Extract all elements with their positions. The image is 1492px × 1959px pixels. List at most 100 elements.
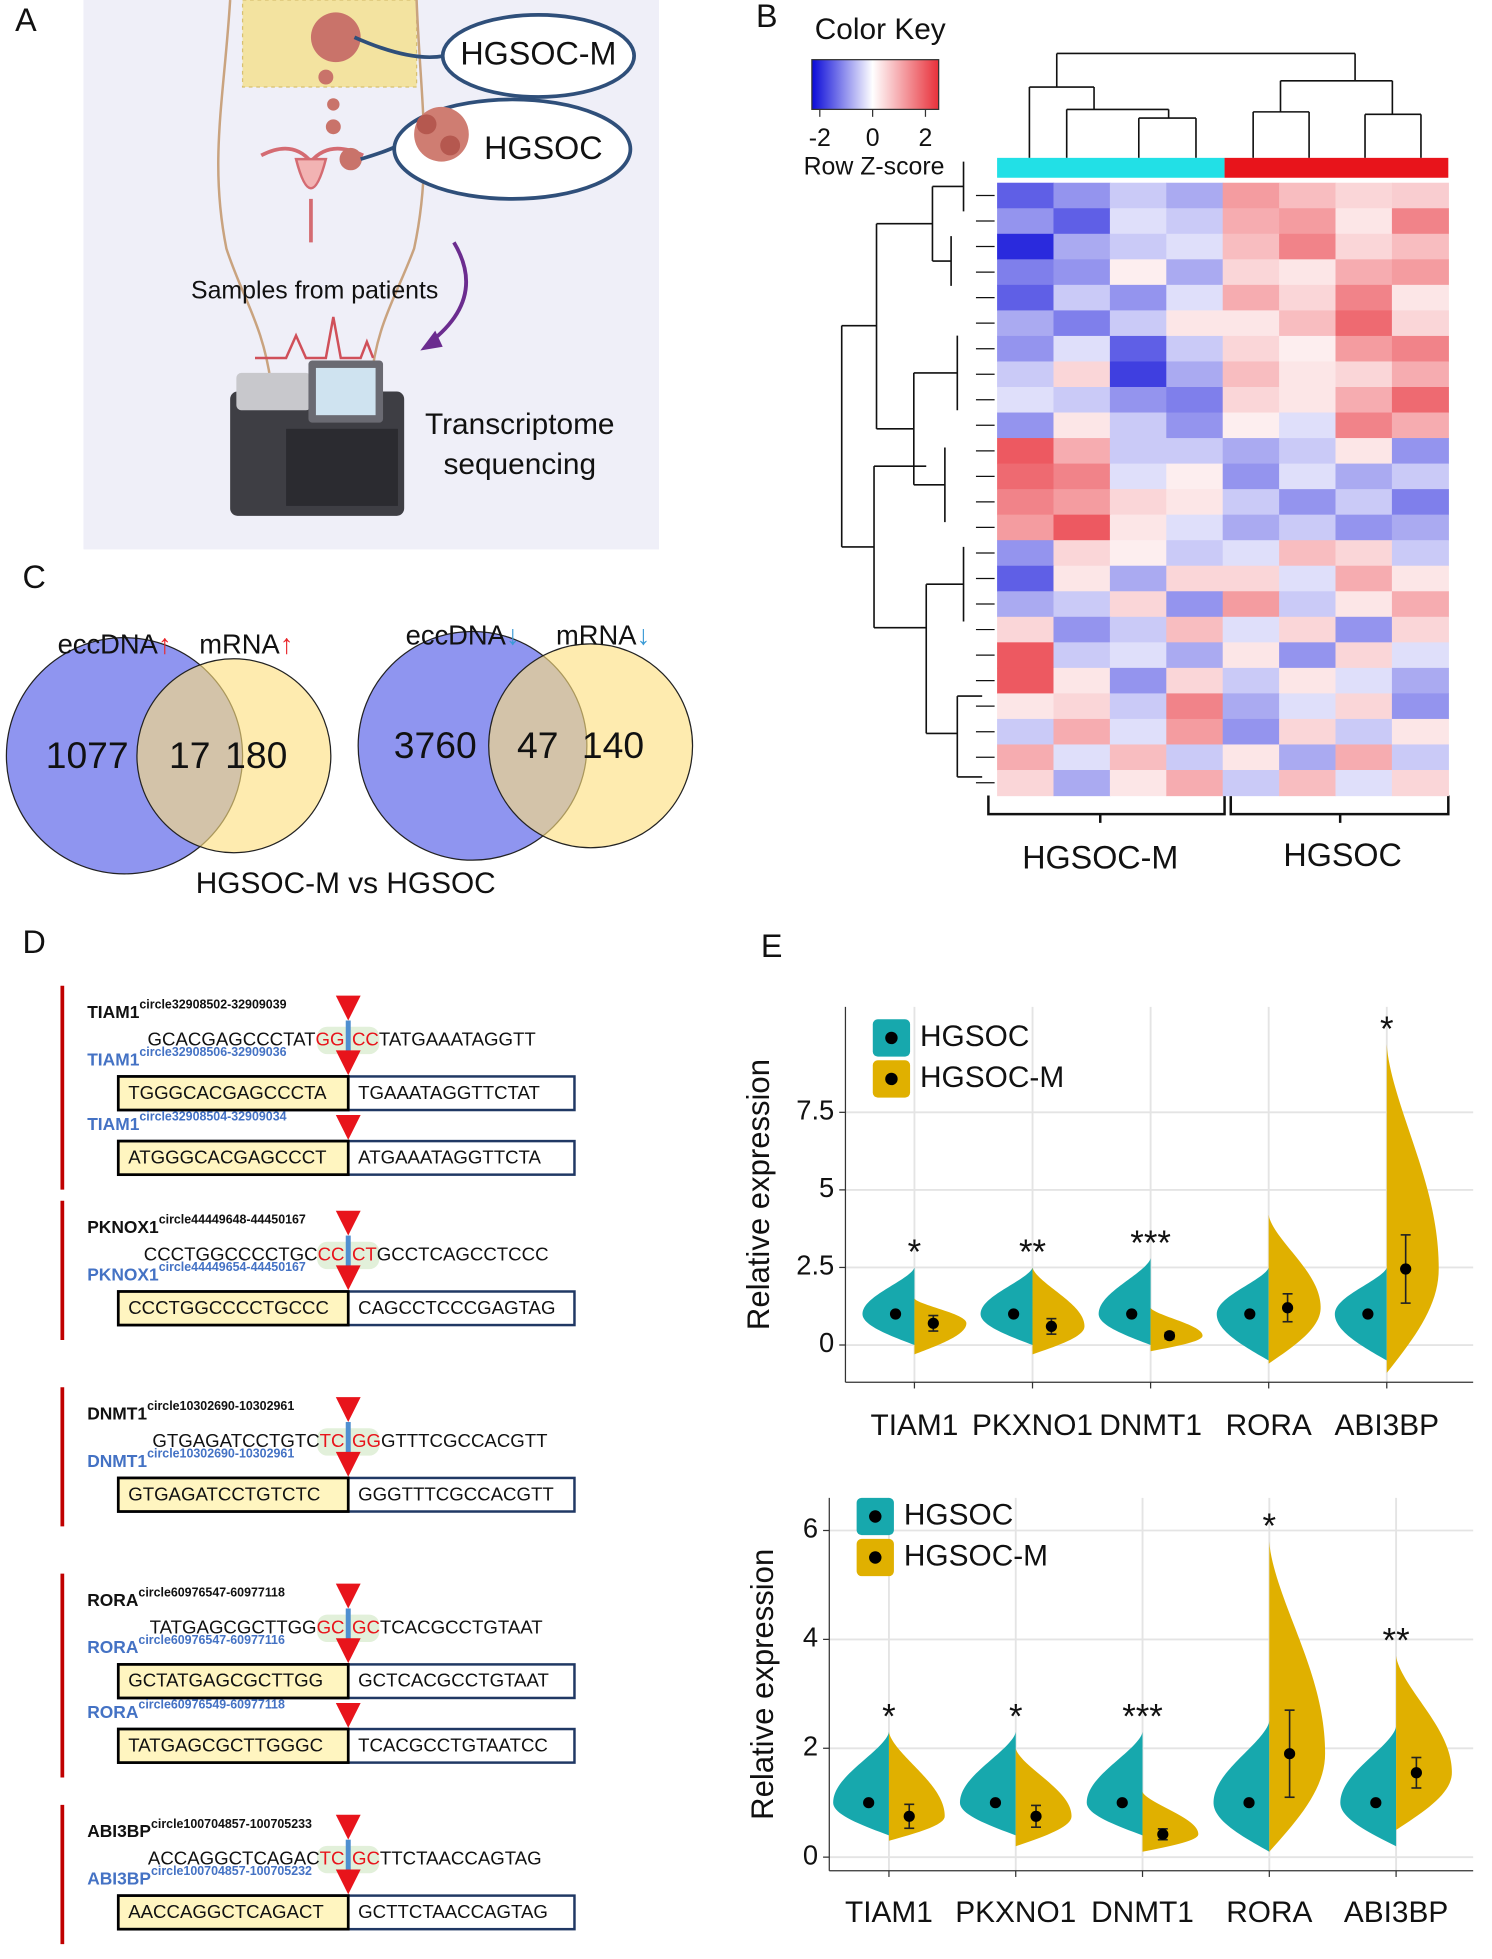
- legend-label: HGSOC: [920, 1020, 1029, 1053]
- seq-part: TATGAAATAGGTT: [379, 1028, 536, 1049]
- heatmap-cell: [1109, 208, 1167, 235]
- heatmap-cell: [1053, 565, 1111, 592]
- heatmap-cell: [1109, 540, 1167, 567]
- mean-point: [989, 1797, 1002, 1809]
- heatmap-cell: [997, 208, 1055, 235]
- heatmap-cell: [1053, 310, 1111, 337]
- heatmap-cell: [1222, 310, 1280, 337]
- heatmap-cell: [1335, 412, 1393, 439]
- heatmap-cell: [1279, 463, 1337, 490]
- column-dendrogram: [1028, 52, 1422, 158]
- heatmap-cell: [1166, 412, 1224, 439]
- heatmap-cell: [1335, 693, 1393, 720]
- gene: ABI3BP: [87, 1868, 151, 1888]
- heatmap-cell: [1222, 744, 1280, 771]
- heatmap-cell: [1109, 616, 1167, 643]
- heatmap-cell: [1222, 182, 1280, 209]
- significance: *: [1009, 1698, 1023, 1737]
- heatmap-cell: [1279, 233, 1337, 260]
- mean-point: [1370, 1797, 1382, 1809]
- heatmap-cell: [997, 386, 1055, 414]
- heatmap-cell: [1166, 667, 1224, 695]
- heatmap-cell: [1335, 361, 1393, 388]
- junction-arrow: [335, 1210, 361, 1236]
- heatmap-cell: [1391, 438, 1449, 465]
- row-name: ABI3BPcircle100704857-100705232: [87, 1864, 312, 1888]
- caption: Samples from patients: [191, 277, 438, 305]
- junction-arrow: [335, 1814, 361, 1840]
- heatmap-cell: [1053, 616, 1111, 643]
- heatmap-cell: [1109, 591, 1167, 618]
- legend-dot: [885, 1072, 898, 1086]
- heatmap-cell: [1335, 438, 1393, 465]
- heatmap-cell: [1222, 335, 1280, 363]
- sequence: AACCAGGCTCAGACT: [128, 1901, 324, 1922]
- junction-arrow: [335, 1869, 361, 1895]
- heatmap-cell: [1391, 744, 1449, 771]
- violin: [833, 1731, 889, 1836]
- heatmap-cell: [1335, 233, 1393, 260]
- heatmap-cell: [1279, 335, 1337, 363]
- heatmap-cell: [1109, 284, 1167, 312]
- heatmap-cell: [1053, 514, 1111, 541]
- group-bracket: [987, 795, 1450, 823]
- y-tick-label: 7.5: [796, 1095, 834, 1126]
- venn-circle: [488, 643, 694, 849]
- violin: [1334, 1267, 1387, 1361]
- mean-point: [1400, 1263, 1412, 1275]
- sequence: CCTATGAAATAGGTT: [352, 1028, 536, 1049]
- sequence-box-left: [116, 1727, 350, 1764]
- heatmap-cell: [1391, 182, 1449, 209]
- mean-point: [1163, 1330, 1176, 1342]
- violin: [1268, 1214, 1321, 1364]
- heatmap-cell: [1109, 259, 1167, 286]
- heatmap-cell: [1053, 182, 1111, 209]
- heatmap-cell: [997, 438, 1055, 465]
- mean-point: [1362, 1308, 1374, 1320]
- violin: [1142, 1791, 1199, 1852]
- heatmap-cell: [1109, 642, 1167, 669]
- sequence: ACCAGGCTCAGACTC: [148, 1847, 345, 1868]
- heatmap-cell: [1109, 667, 1167, 695]
- heatmap-cell: [997, 233, 1055, 260]
- heatmap-cell: [1109, 335, 1167, 363]
- group-bar: [997, 157, 1225, 178]
- circle-id: circle44449654-44450167: [159, 1260, 306, 1274]
- x-tick-label: PKXNO1: [972, 1409, 1093, 1442]
- heatmap-cell: [1166, 565, 1224, 592]
- mean-point: [1281, 1302, 1294, 1314]
- x-tick-label: ABI3BP: [1344, 1896, 1448, 1929]
- junction-marker: [345, 1020, 351, 1063]
- heatmap-cell: [1279, 769, 1337, 797]
- heatmap-cell: [1335, 744, 1393, 771]
- sequence-box-left: [116, 1476, 350, 1513]
- heatmap-cell: [1279, 310, 1337, 337]
- group-label: HGSOC-M: [1022, 840, 1178, 876]
- heatmap-cell: [1222, 514, 1280, 541]
- heatmap-cell: [1222, 616, 1280, 643]
- row-dendrogram: [840, 161, 983, 778]
- heatmap-cell: [1335, 489, 1393, 516]
- heatmap-cell: [1109, 438, 1167, 465]
- seq-junction: TC: [320, 1847, 345, 1868]
- sequence: CAGCCTCCCGAGTAG: [358, 1297, 555, 1318]
- heatmap-cell: [1166, 514, 1224, 541]
- set-arrow: ↓: [506, 620, 520, 651]
- gene: ABI3BP: [87, 1821, 151, 1841]
- legend-label: HGSOC: [904, 1498, 1013, 1531]
- heatmap-cell: [1166, 361, 1224, 388]
- sequence: CCCTGGCCCCTGCCC: [128, 1297, 329, 1318]
- sequence: GCTCACGCCTGTAAT: [358, 1670, 549, 1691]
- violin: [1386, 1044, 1439, 1373]
- heatmap-cell: [1166, 718, 1224, 746]
- seq-part: GCACGAGCCCTAT: [148, 1028, 316, 1049]
- heatmap-cell: [1222, 259, 1280, 286]
- heatmap-cell: [1279, 438, 1337, 465]
- violin: [980, 1267, 1033, 1346]
- x-tick-label: RORA: [1226, 1896, 1312, 1929]
- panel-label: D: [23, 924, 46, 960]
- heatmap-cell: [1109, 361, 1167, 388]
- heatmap-cell: [1053, 412, 1111, 439]
